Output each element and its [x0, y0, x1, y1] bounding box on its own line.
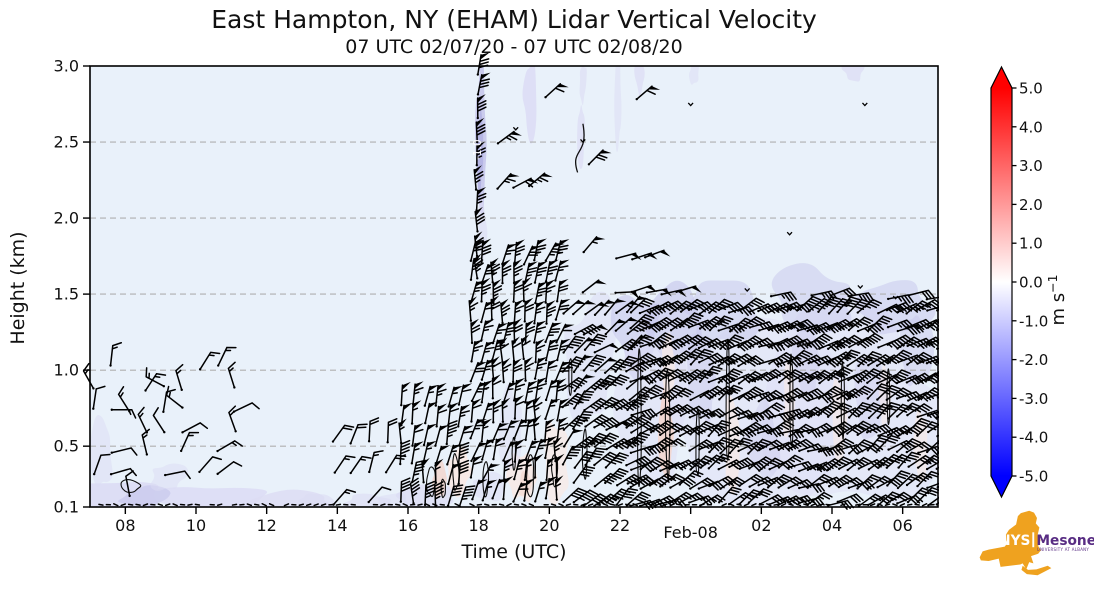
wind-barbs-layer: [82, 52, 939, 510]
x-tick-label: 10: [186, 516, 206, 535]
y-tick-label: 0.1: [54, 498, 79, 517]
x-tick-label: 08: [115, 516, 135, 535]
axes-spines: [89, 65, 939, 508]
logo-mesonet-text: Mesonet: [1036, 533, 1094, 549]
y-axis-label: Height (km): [7, 231, 29, 345]
x-tick-label: 02: [751, 516, 771, 535]
x-tick-label: 12: [256, 516, 276, 535]
logo-divider: [1032, 532, 1035, 548]
chart-subtitle: 07 UTC 02/07/20 - 07 UTC 02/08/20: [345, 36, 683, 58]
ny-state-shape: [979, 510, 1041, 570]
y-tick-label: 3.0: [54, 57, 79, 76]
colorbar-unit-label: m s−1: [1045, 274, 1069, 325]
x-tick-label: 22: [610, 516, 630, 535]
colorbar: [990, 65, 1013, 499]
chart-title: East Hampton, NY (EHAM) Lidar Vertical V…: [211, 5, 817, 34]
axis-ticks: 08 10 12 14 16 18 20 22 Feb-08 02 04 06 3.0 2.5 2.0 1.5…: [54, 57, 913, 543]
colorbar-tick-label: 0.0: [1019, 274, 1043, 292]
colorbar-tick-label: 2.0: [1019, 196, 1043, 214]
y-tick-label: 1.0: [54, 361, 79, 380]
contour-label: -1.0: [472, 139, 484, 160]
colorbar-tick-label: 3.0: [1019, 157, 1043, 175]
y-tick-label: 1.5: [54, 285, 79, 304]
x-tick-label: 04: [822, 516, 842, 535]
x-tick-label: 16: [398, 516, 418, 535]
colorbar-tick-label: 4.0: [1019, 118, 1043, 136]
x-tick-label: 20: [539, 516, 559, 535]
colorbar-tick-label: -1.0: [1019, 312, 1048, 330]
colorbar-tick-label: 1.0: [1019, 235, 1043, 253]
y-tick-label: 0.5: [54, 437, 79, 456]
logo-nys-text: NYS: [999, 533, 1030, 549]
x-tick-label: 14: [327, 516, 347, 535]
y-tick-label: 2.0: [54, 209, 79, 228]
long-island-shape: [1021, 565, 1052, 576]
colorbar-tick-label: -3.0: [1019, 390, 1048, 408]
colorbar-ticks: 5.0 4.0 3.0 2.0 1.0 0.0 -1.0 -2.0 -3.0 -4.0 -5.0: [1012, 80, 1048, 486]
x-axis-label: Time (UTC): [461, 541, 567, 563]
colorbar-tick-label: -5.0: [1019, 468, 1048, 486]
colorbar-tick-label: -4.0: [1019, 429, 1048, 447]
x-tick-label: 06: [892, 516, 912, 535]
y-tick-label: 2.5: [54, 133, 79, 152]
nys-mesonet-logo: NYS Mesonet UNIVERSITY AT ALBANY: [979, 510, 1094, 576]
logo-subtext: UNIVERSITY AT ALBANY: [1037, 547, 1090, 552]
colorbar-tick-label: 5.0: [1019, 80, 1043, 98]
colorbar-tick-label: -2.0: [1019, 351, 1048, 369]
x-tick-label: 18: [468, 516, 488, 535]
x-tick-label: Feb-08: [663, 523, 717, 542]
